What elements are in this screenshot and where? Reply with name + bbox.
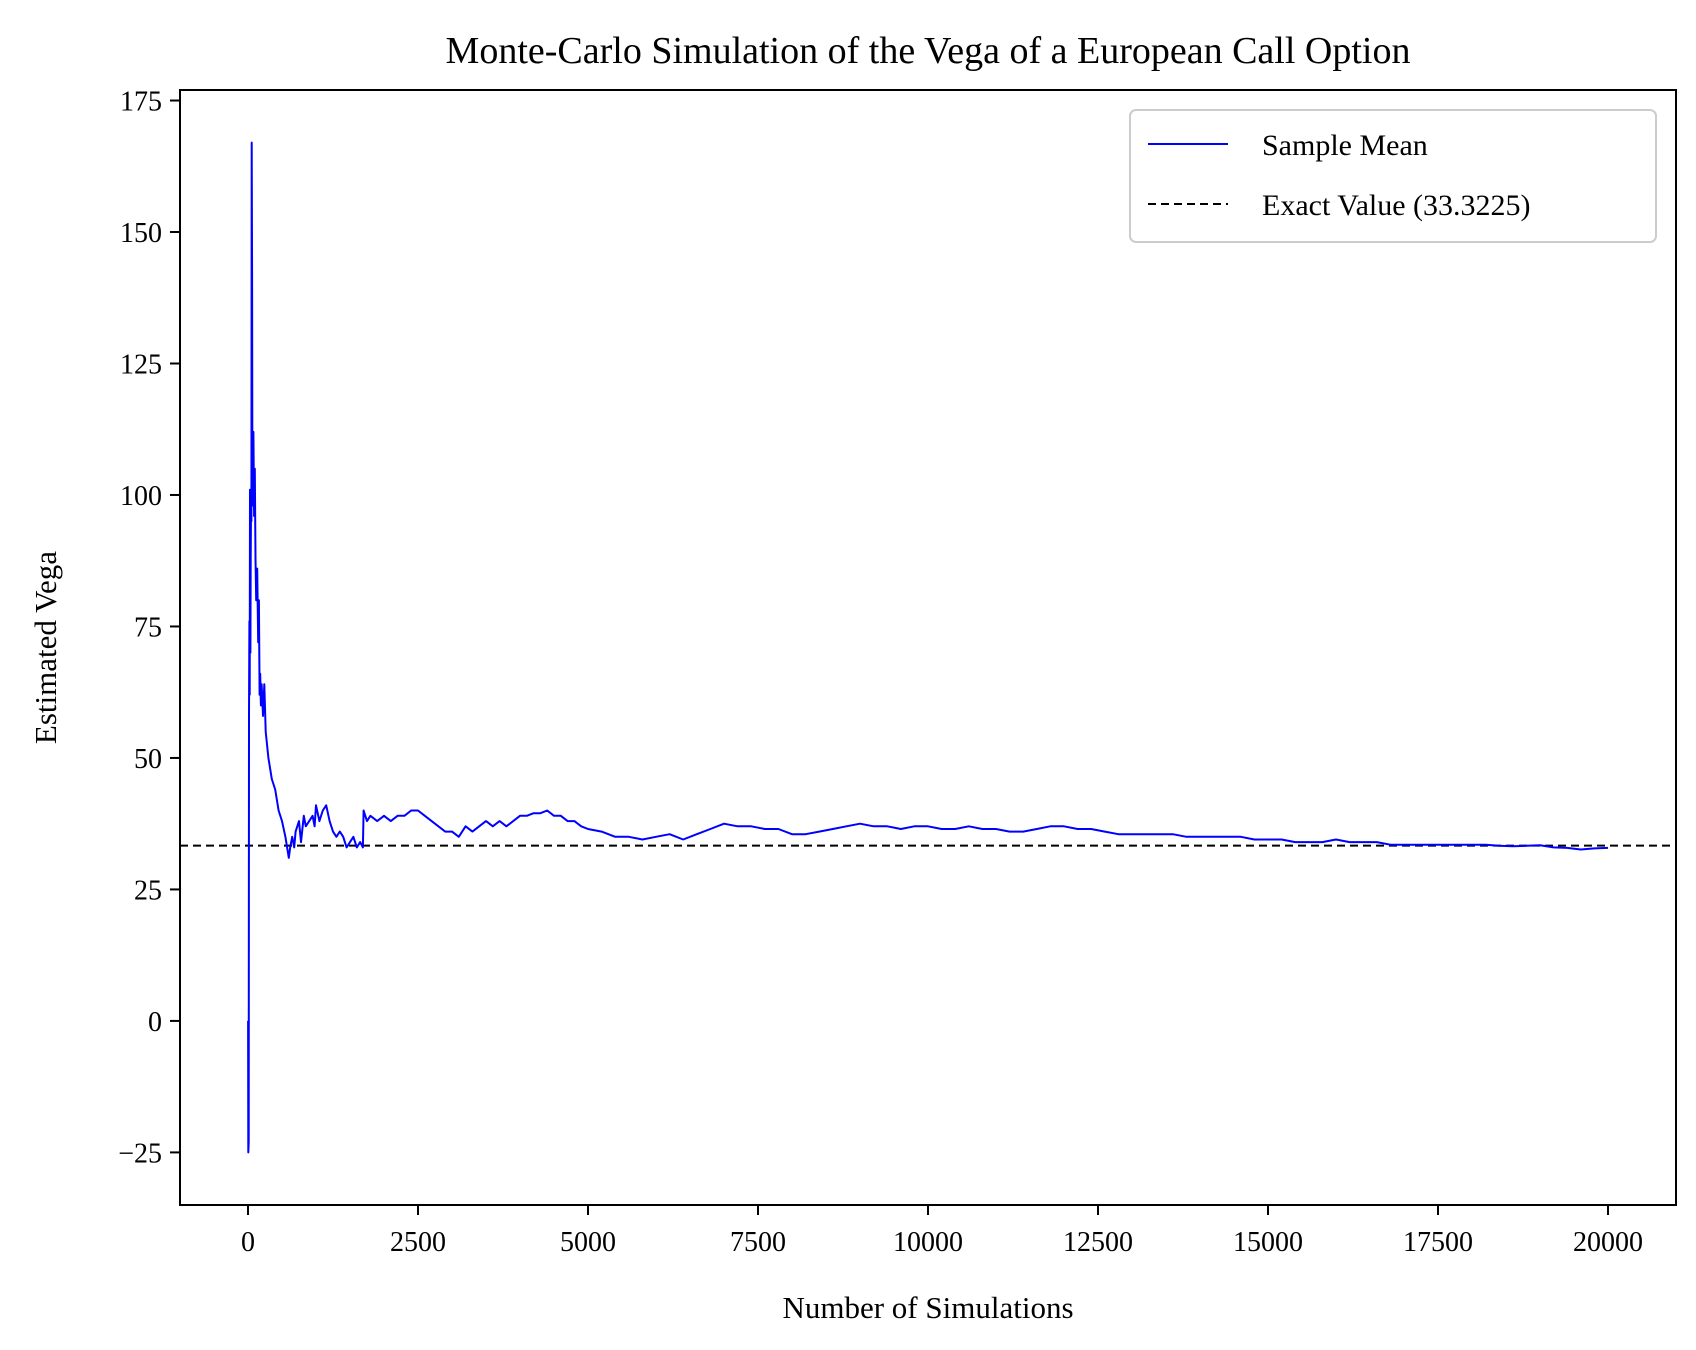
x-axis-label: Number of Simulations — [782, 1290, 1073, 1325]
x-tick-label: 12500 — [1063, 1227, 1133, 1258]
y-tick-label: 150 — [120, 218, 162, 249]
legend: Sample Mean Exact Value (33.3225) — [1129, 109, 1657, 243]
y-tick-label: −25 — [118, 1138, 162, 1169]
x-tick-label: 20000 — [1573, 1227, 1643, 1258]
y-tick-label: 100 — [120, 481, 162, 512]
y-axis-ticks: −25 0 25 50 75 100 125 150 175 — [118, 87, 180, 1169]
series-layer — [180, 141, 1676, 1154]
y-tick-label: 125 — [120, 349, 162, 380]
plot-area: 0 2500 5000 7500 10000 12500 15000 17500 20000 −… — [118, 87, 1677, 1258]
legend-label-sample-mean: Sample Mean — [1262, 129, 1428, 162]
x-tick-label: 2500 — [390, 1227, 446, 1258]
x-axis-ticks: 0 2500 5000 7500 10000 12500 15000 17500 20000 — [241, 1205, 1643, 1258]
x-tick-label: 0 — [241, 1227, 255, 1258]
chart-title: Monte-Carlo Simulation of the Vega of a … — [446, 30, 1411, 72]
legend-box — [1129, 109, 1657, 243]
x-tick-label: 15000 — [1233, 1227, 1303, 1258]
y-tick-label: 25 — [134, 875, 162, 906]
y-tick-label: 0 — [148, 1007, 162, 1038]
x-tick-label: 7500 — [730, 1227, 786, 1258]
sample-mean-line — [247, 141, 1609, 1154]
y-tick-label: 175 — [120, 87, 162, 118]
x-tick-label: 10000 — [893, 1227, 963, 1258]
y-tick-label: 50 — [134, 744, 162, 775]
y-axis-label: Estimated Vega — [28, 551, 63, 744]
x-tick-label: 5000 — [560, 1227, 616, 1258]
y-tick-label: 75 — [134, 612, 162, 643]
legend-label-exact-value: Exact Value (33.3225) — [1262, 189, 1531, 222]
x-tick-label: 17500 — [1403, 1227, 1473, 1258]
